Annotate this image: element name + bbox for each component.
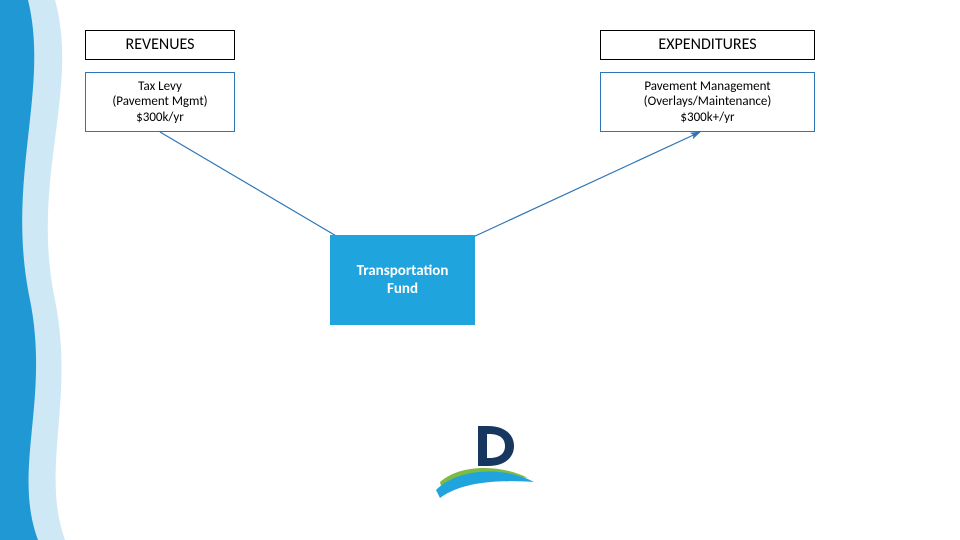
expenditure-line1: Pavement Management [644,79,770,95]
expenditure-line2: (Overlays/Maintenance) [644,94,772,110]
revenue-line3: $300k/yr [136,110,184,126]
revenues-header-text: REVENUES [126,35,195,54]
expenditures-header: EXPENDITURES [600,30,815,60]
arrow-fund-to-expenditure [445,132,700,250]
fund-line2: Fund [387,280,418,298]
revenues-header: REVENUES [85,30,235,60]
arrow-revenue-to-fund [160,132,360,250]
revenue-line2: (Pavement Mgmt) [112,94,207,110]
org-logo [430,420,540,500]
expenditure-line3: $300k+/yr [680,110,734,126]
fund-line1: Transportation [357,262,449,280]
expenditures-header-text: EXPENDITURES [658,35,756,54]
revenue-box: Tax Levy (Pavement Mgmt) $300k/yr [85,72,235,132]
revenue-line1: Tax Levy [138,79,182,95]
logo-letter-d [478,426,514,466]
expenditure-box: Pavement Management (Overlays/Maintenanc… [600,72,815,132]
transportation-fund-box: Transportation Fund [330,235,475,325]
